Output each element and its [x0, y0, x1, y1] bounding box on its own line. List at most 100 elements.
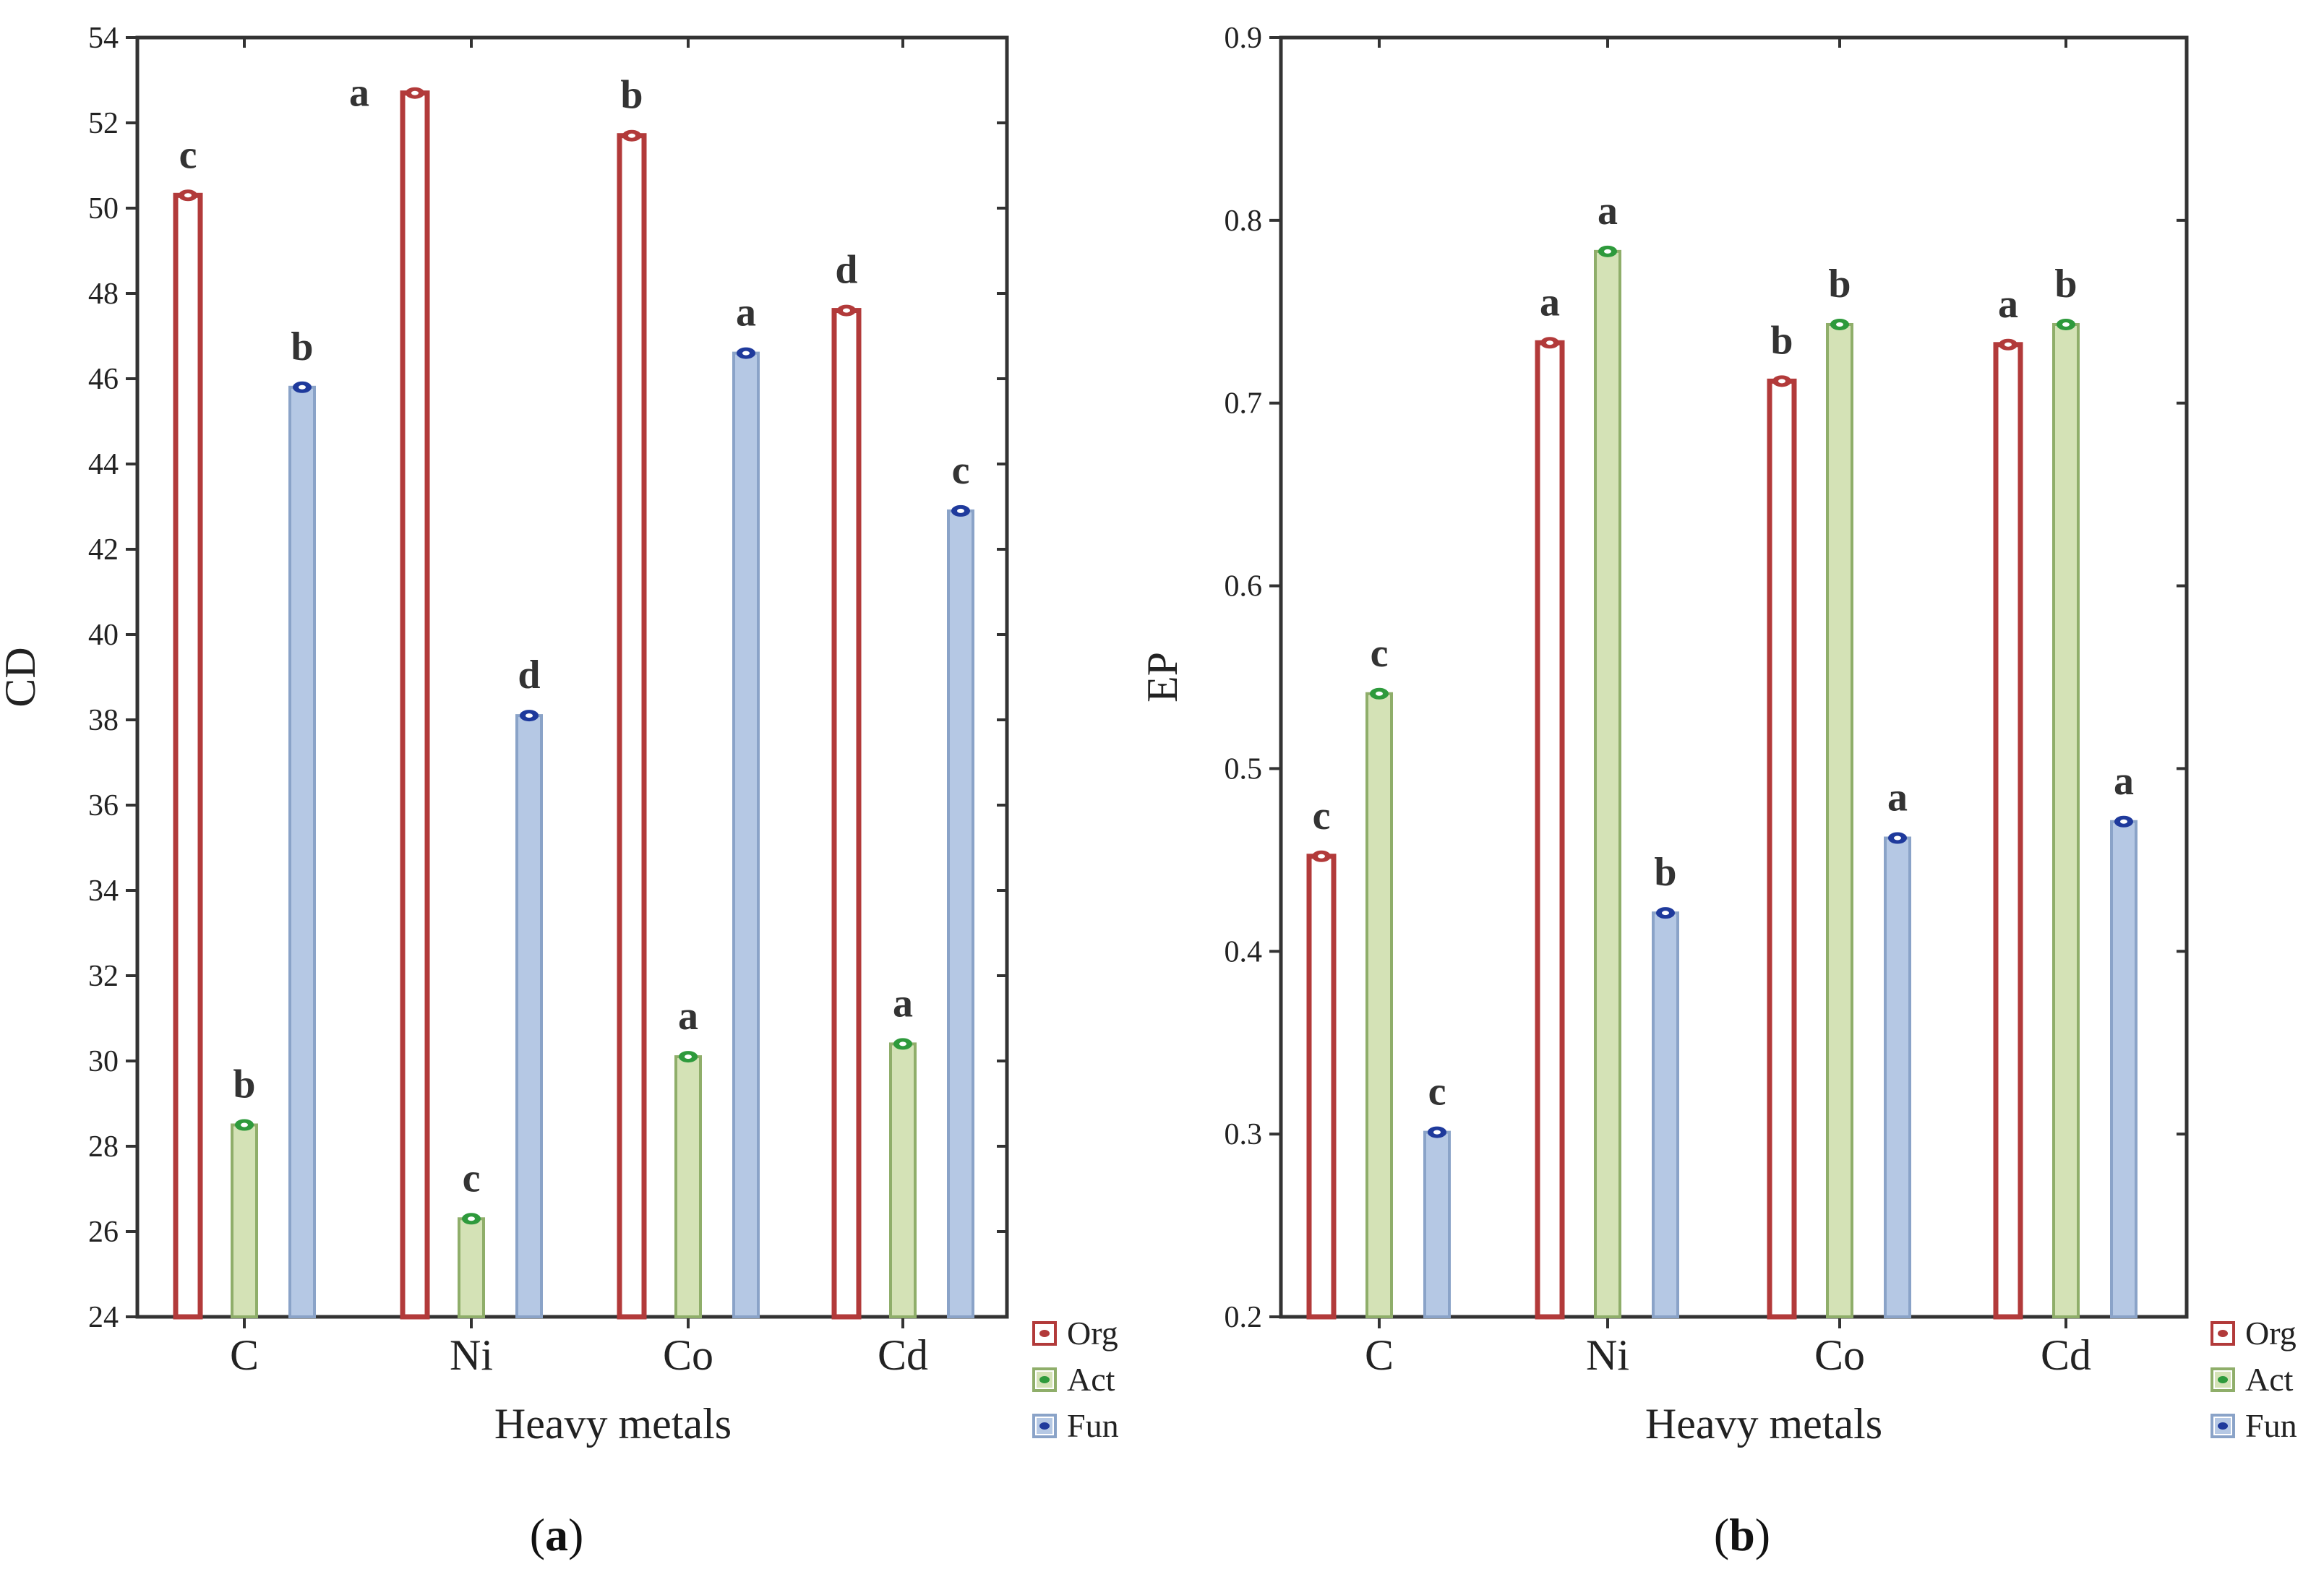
bar-fun	[1884, 836, 1911, 1318]
bar-fun	[288, 385, 316, 1318]
y-tick-label: 0.4	[1225, 935, 1263, 968]
x-tick-label: Co	[1814, 1331, 1865, 1379]
mean-marker-dot	[526, 713, 533, 718]
bar-act	[1826, 322, 1853, 1318]
x-tick-label: Ni	[450, 1331, 493, 1379]
significance-letter: b	[1770, 318, 1793, 363]
bar-org	[400, 90, 430, 1320]
bar-org	[1306, 854, 1337, 1320]
x-tick-label: Ni	[1586, 1331, 1629, 1379]
significance-letter: b	[1828, 262, 1851, 306]
mean-marker-dot	[843, 308, 850, 313]
y-tick-label: 0.5	[1225, 752, 1263, 786]
significance-letter: d	[518, 653, 540, 697]
y-tick-label: 44	[88, 448, 119, 481]
significance-letter: a	[1998, 282, 2018, 327]
bar-fun	[515, 714, 543, 1318]
significance-letter: b	[233, 1062, 255, 1107]
legend-marker	[1039, 1330, 1050, 1337]
significance-letter: d	[835, 248, 857, 293]
mean-marker-dot	[299, 384, 306, 390]
bar-org	[1535, 340, 1565, 1320]
mean-marker-dot	[184, 193, 192, 198]
x-axis-title: Heavy metals	[1645, 1400, 1882, 1448]
legend-marker	[1039, 1376, 1050, 1383]
mean-marker-dot	[685, 1054, 692, 1060]
mean-marker-dot	[2120, 819, 2127, 824]
significance-letter: c	[1371, 631, 1389, 676]
legend-marker	[2218, 1330, 2228, 1337]
x-tick-label: C	[1365, 1331, 1394, 1379]
legend-label-org: Org	[1067, 1315, 1118, 1352]
panel-label: (a)	[530, 1509, 584, 1560]
mean-marker-dot	[1546, 340, 1553, 345]
mean-marker-dot	[957, 508, 964, 513]
bar-act	[2052, 322, 2080, 1318]
bar-fun	[732, 351, 760, 1319]
y-tick-label: 32	[88, 960, 119, 993]
bar-org	[617, 133, 647, 1320]
legend: Org Act Fun	[2211, 1315, 2297, 1444]
bar-fun	[2110, 820, 2138, 1319]
significance-letter: b	[1654, 850, 1676, 895]
significance-letter: c	[952, 448, 970, 493]
panel-label: (b)	[1714, 1509, 1770, 1560]
y-tick-label: 0.9	[1225, 22, 1263, 55]
legend: Org Act Fun	[1032, 1315, 1119, 1444]
mean-marker-dot	[1433, 1130, 1441, 1135]
plot-frame	[1279, 35, 2189, 1319]
y-tick-label: 36	[88, 789, 119, 822]
significance-letter: c	[1313, 794, 1331, 838]
y-tick-label: 24	[88, 1301, 119, 1334]
legend-label-act: Act	[2245, 1361, 2294, 1398]
bar-org	[1767, 378, 1797, 1320]
mean-marker-dot	[628, 133, 635, 138]
bar-act	[458, 1217, 485, 1319]
y-tick-label: 30	[88, 1045, 119, 1078]
y-tick-label: 0.8	[1225, 205, 1263, 238]
mean-marker-dot	[1604, 249, 1611, 254]
legend-label-fun: Fun	[1067, 1407, 1119, 1444]
chart-panel-b: 0.20.30.40.50.60.70.80.9CcccNiaabCobbaCd…	[1139, 22, 2297, 1560]
mean-marker-dot	[411, 90, 419, 95]
x-axis-title: Heavy metals	[494, 1400, 732, 1448]
significance-letter: a	[678, 994, 698, 1039]
bar-org	[1993, 342, 2023, 1320]
y-tick-label: 0.3	[1225, 1118, 1263, 1151]
bar-act	[674, 1055, 702, 1318]
y-tick-label: 42	[88, 533, 119, 567]
y-tick-label: 54	[88, 22, 119, 55]
significance-letter: a	[2114, 759, 2134, 804]
y-tick-label: 0.2	[1225, 1301, 1263, 1334]
mean-marker-dot	[1662, 911, 1669, 916]
y-tick-label: 34	[88, 875, 119, 908]
bar-fun	[1652, 911, 1679, 1318]
mean-marker-dot	[1836, 322, 1843, 327]
significance-letter: c	[179, 132, 197, 177]
mean-marker-dot	[1318, 854, 1325, 859]
legend-marker	[2218, 1376, 2228, 1383]
mean-marker-dot	[1894, 835, 1901, 841]
plot-frame	[135, 35, 1009, 1319]
y-tick-label: 52	[88, 107, 119, 140]
y-tick-label: 28	[88, 1130, 119, 1164]
significance-letter: a	[1540, 280, 1560, 325]
bar-act	[231, 1123, 258, 1318]
mean-marker-dot	[2004, 342, 2012, 347]
bar-act	[1594, 249, 1621, 1318]
chart-panel-a: 24 26 28 30 32 34 36 38 40 42 44 46 48 50 52 54 Cc b b Ni a c…	[0, 22, 1119, 1560]
significance-letter: a	[1598, 189, 1618, 233]
y-tick-label: 46	[88, 363, 119, 396]
y-axis-title: EP	[1139, 652, 1186, 702]
mean-marker-dot	[742, 351, 750, 356]
bar-fun	[1423, 1130, 1451, 1318]
significance-letter: b	[620, 73, 643, 118]
bar-act	[1365, 692, 1393, 1318]
legend-label-org: Org	[2245, 1315, 2297, 1352]
significance-letter: a	[349, 71, 369, 116]
y-tick-label: 0.7	[1225, 387, 1263, 421]
y-tick-label: 0.6	[1225, 570, 1263, 603]
mean-marker-dot	[1778, 379, 1785, 384]
significance-letter: a	[1887, 775, 1908, 820]
